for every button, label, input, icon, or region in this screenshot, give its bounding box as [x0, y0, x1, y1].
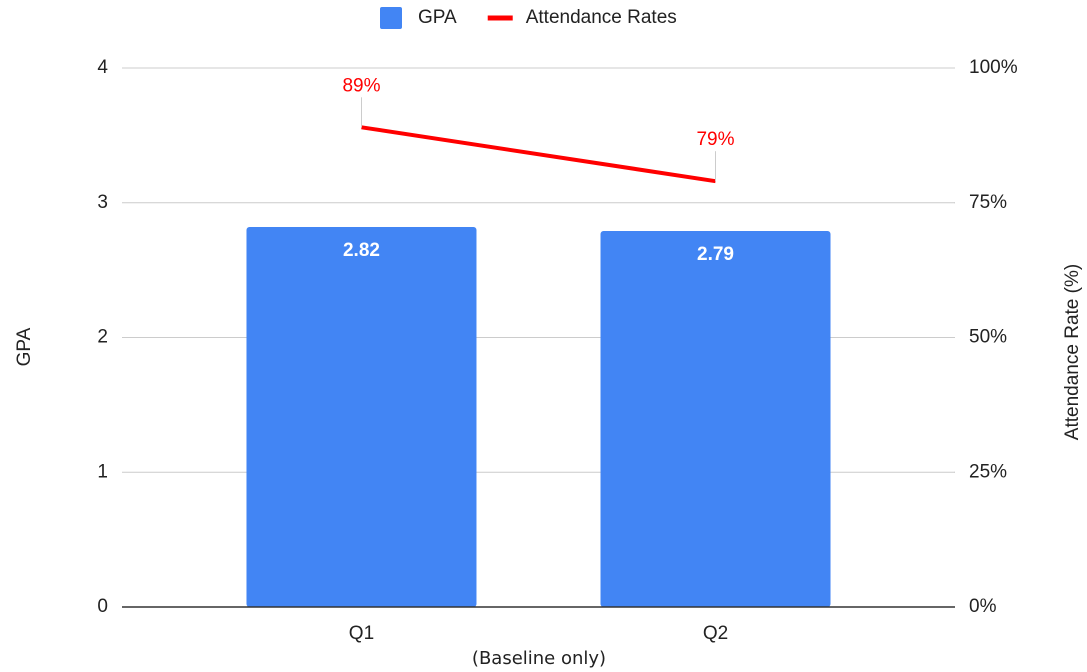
y2-tick-label: 0%: [969, 596, 997, 617]
line-value-label: 89%: [342, 75, 380, 96]
line: [361, 125, 716, 184]
y2-tick-label: 75%: [969, 192, 1007, 213]
bar: [246, 227, 477, 607]
y2-tick-label: 100%: [969, 57, 1018, 78]
bar: [600, 231, 831, 608]
y2-tick-label: 25%: [969, 461, 1007, 482]
y-tick-label: 2: [97, 327, 108, 348]
x-tick-label: Q1: [349, 623, 374, 644]
legend-swatch: [380, 7, 402, 29]
line-value-label: 79%: [696, 129, 734, 150]
x-tick-label: Q2: [703, 623, 728, 644]
y-axis-title: GPA: [14, 327, 35, 366]
legend-label: GPA: [418, 7, 457, 28]
legend-label: Attendance Rates: [526, 7, 677, 28]
y-tick-label: 3: [97, 192, 108, 213]
y-tick-label: 0: [97, 596, 108, 617]
y2-axis-title: Attendance Rate (%): [1062, 264, 1083, 440]
y-tick-label: 4: [97, 57, 108, 78]
bar-value-label: 2.79: [697, 244, 734, 265]
bar-value-label: 2.82: [343, 240, 380, 261]
y-tick-label: 1: [97, 461, 108, 482]
y2-tick-label: 50%: [969, 327, 1007, 348]
x-axis-title: (Baseline only): [472, 648, 606, 669]
